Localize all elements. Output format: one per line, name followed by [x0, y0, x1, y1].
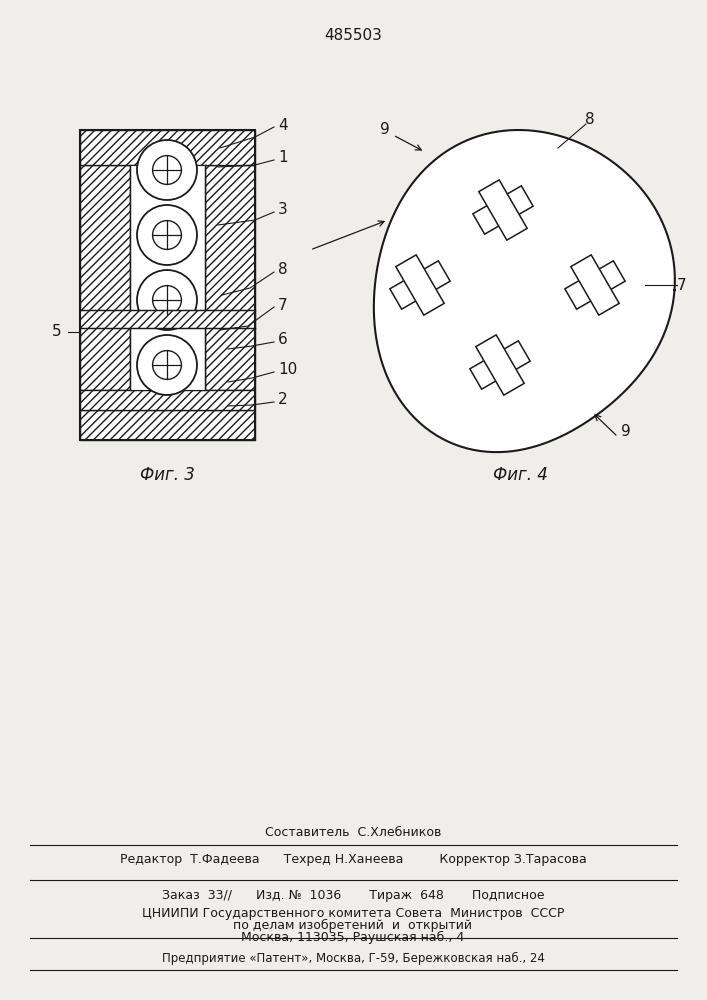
Circle shape [153, 351, 182, 379]
Text: 8: 8 [585, 112, 595, 127]
Bar [80, 310, 255, 328]
Circle shape [153, 286, 182, 314]
Polygon shape [565, 261, 625, 309]
Text: 5: 5 [52, 324, 62, 340]
Polygon shape [473, 186, 533, 234]
Text: 485503: 485503 [324, 27, 382, 42]
Text: Фиг. 3: Фиг. 3 [139, 466, 194, 484]
Circle shape [153, 156, 182, 184]
Text: 7: 7 [677, 277, 686, 292]
Bar [80, 130, 255, 165]
Circle shape [153, 221, 182, 249]
Bar [130, 165, 205, 390]
Text: 3: 3 [278, 202, 288, 218]
Text: 9: 9 [380, 122, 390, 137]
Text: Москва, 113035, Раушская наб., 4: Москва, 113035, Раушская наб., 4 [241, 930, 464, 944]
Circle shape [137, 270, 197, 330]
Polygon shape [571, 255, 619, 315]
Text: 8: 8 [278, 262, 288, 277]
Text: 2: 2 [278, 392, 288, 408]
Text: Составитель  С.Хлебников: Составитель С.Хлебников [265, 826, 441, 838]
Polygon shape [479, 180, 527, 240]
Text: Заказ  33//      Изд. №  1036       Тираж  648       Подписное: Заказ 33// Изд. № 1036 Тираж 648 Подписн… [162, 888, 544, 902]
Bar [80, 130, 255, 440]
Polygon shape [476, 335, 524, 395]
Text: 6: 6 [278, 332, 288, 348]
Bar [80, 410, 255, 440]
Text: Фиг. 4: Фиг. 4 [493, 466, 547, 484]
Circle shape [137, 205, 197, 265]
Polygon shape [470, 341, 530, 389]
Text: 4: 4 [278, 117, 288, 132]
Text: 1: 1 [278, 150, 288, 165]
Circle shape [137, 335, 197, 395]
Bar [205, 165, 255, 390]
Text: Предприятие «Патент», Москва, Г-59, Бережковская наб., 24: Предприятие «Патент», Москва, Г-59, Бере… [162, 951, 544, 965]
Text: 9: 9 [621, 424, 631, 440]
Polygon shape [374, 130, 675, 452]
Polygon shape [396, 255, 444, 315]
Circle shape [137, 140, 197, 200]
Text: ЦНИИПИ Государственного комитета Совета  Министров  СССР: ЦНИИПИ Государственного комитета Совета … [142, 906, 564, 920]
Text: 10: 10 [278, 362, 297, 377]
Bar [80, 390, 255, 410]
Text: Редактор  Т.Фадеева      Техред Н.Ханеева         Корректор З.Тарасова: Редактор Т.Фадеева Техред Н.Ханеева Корр… [119, 854, 586, 866]
Text: по делам изобретений  и  открытий: по делам изобретений и открытий [233, 918, 472, 932]
Polygon shape [390, 261, 450, 309]
Bar [80, 165, 130, 390]
Text: 7: 7 [278, 298, 288, 312]
